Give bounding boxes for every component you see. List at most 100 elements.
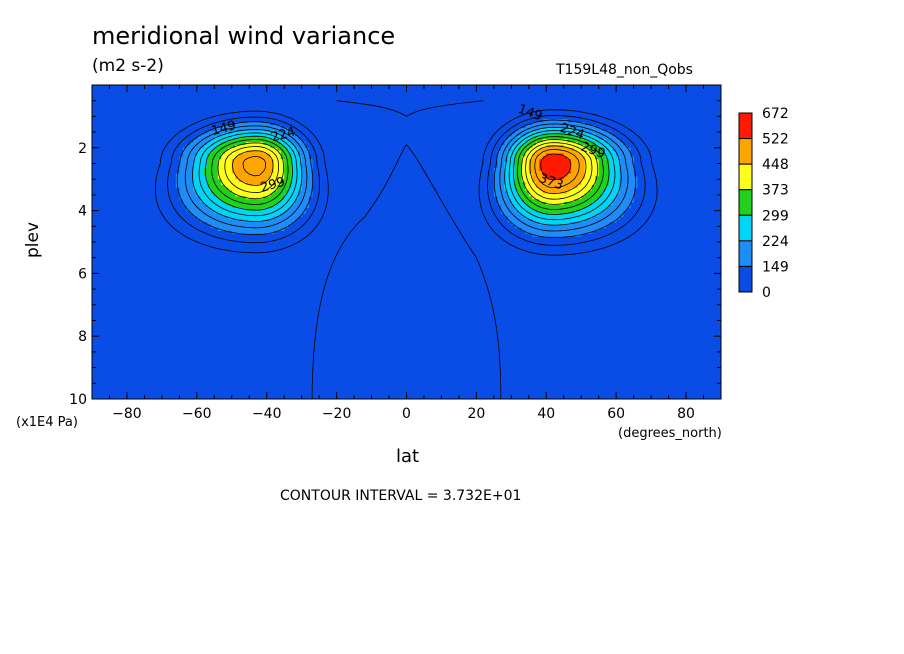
field-cell [528, 153, 533, 157]
field-cell [214, 139, 219, 143]
field-cell [563, 130, 568, 134]
field-cell [200, 139, 205, 143]
field-cell [528, 136, 533, 140]
field-cell [214, 202, 219, 206]
field-cell [203, 219, 208, 223]
field-cell [556, 150, 561, 154]
field-cell [214, 187, 219, 192]
field-cell [235, 122, 240, 126]
field-cell [577, 216, 582, 220]
field-cell [277, 162, 282, 166]
field-cell [567, 224, 572, 229]
field-cell [525, 190, 530, 194]
field-cell [214, 179, 219, 183]
field-cell [549, 162, 554, 166]
field-cell [616, 156, 621, 160]
field-cell [581, 136, 586, 140]
field-cell [619, 204, 624, 209]
field-cell [532, 190, 537, 194]
field-cell [535, 124, 540, 129]
field-cell [287, 136, 292, 140]
field-cell [539, 184, 544, 189]
field-cell [574, 170, 579, 174]
field-cell [626, 199, 631, 203]
field-cell [584, 187, 589, 192]
field-cell [539, 213, 544, 217]
field-cell [567, 227, 572, 231]
field-cell [214, 147, 219, 152]
field-cell [612, 210, 617, 214]
field-cell [228, 167, 233, 172]
field-cell [574, 199, 579, 203]
field-cell [270, 216, 275, 220]
y-axis-units: (x1E4 Pa) [16, 415, 78, 430]
field-cell [595, 164, 600, 169]
contour-line-layer [155, 100, 658, 400]
field-cell [588, 190, 593, 194]
field-cell [256, 153, 261, 157]
field-cell [287, 164, 292, 169]
field-cell [273, 176, 278, 180]
field-cell [207, 176, 212, 180]
field-cell [263, 216, 268, 220]
field-cell [252, 142, 257, 146]
field-cell [280, 210, 285, 214]
field-cell [203, 204, 208, 209]
field-cell [567, 233, 572, 237]
field-cell [245, 173, 250, 177]
field-cell [245, 187, 250, 192]
field-cell [626, 176, 631, 180]
field-cell [249, 176, 254, 180]
field-cell [259, 227, 264, 231]
field-cell [595, 196, 600, 200]
field-cell [193, 210, 198, 214]
field-cell [280, 133, 285, 137]
field-cell [252, 122, 257, 126]
field-cell [584, 222, 589, 226]
field-cell [525, 173, 530, 177]
field-cell [598, 213, 603, 217]
field-cell [623, 179, 628, 183]
field-cell [249, 219, 254, 223]
field-cell [612, 213, 617, 217]
field-cell [298, 179, 303, 183]
field-cell [553, 119, 558, 123]
field-cell [249, 196, 254, 200]
field-cell [221, 207, 226, 211]
field-cell [602, 202, 607, 206]
field-cell [266, 127, 271, 132]
field-cell [189, 156, 194, 160]
field-cell [504, 147, 509, 152]
field-cell [287, 207, 292, 211]
field-cell [245, 230, 250, 234]
field-cell [266, 216, 271, 220]
field-cell [263, 179, 268, 183]
field-cell [623, 150, 628, 154]
field-cell [207, 213, 212, 217]
field-cell [245, 190, 250, 194]
field-cell [507, 210, 512, 214]
field-cell [612, 190, 617, 194]
field-cell [277, 130, 282, 134]
field-cell [291, 162, 296, 166]
field-cell [511, 159, 516, 163]
colorbar-label: 522 [762, 132, 789, 148]
field-cell [630, 193, 635, 197]
field-cell [280, 216, 285, 220]
field-cell [242, 230, 247, 234]
field-cell [182, 184, 187, 189]
field-cell [549, 139, 554, 143]
field-cell [273, 222, 278, 226]
field-cell [305, 184, 310, 189]
field-cell [277, 190, 282, 194]
field-cell [270, 139, 275, 143]
field-cell [256, 162, 261, 166]
field-cell [588, 204, 593, 209]
field-cell [193, 190, 198, 194]
field-cell [228, 127, 233, 132]
field-cell [270, 176, 275, 180]
field-cell [595, 224, 600, 229]
field-cell [179, 170, 184, 174]
field-cell [207, 210, 212, 214]
field-cell [595, 193, 600, 197]
